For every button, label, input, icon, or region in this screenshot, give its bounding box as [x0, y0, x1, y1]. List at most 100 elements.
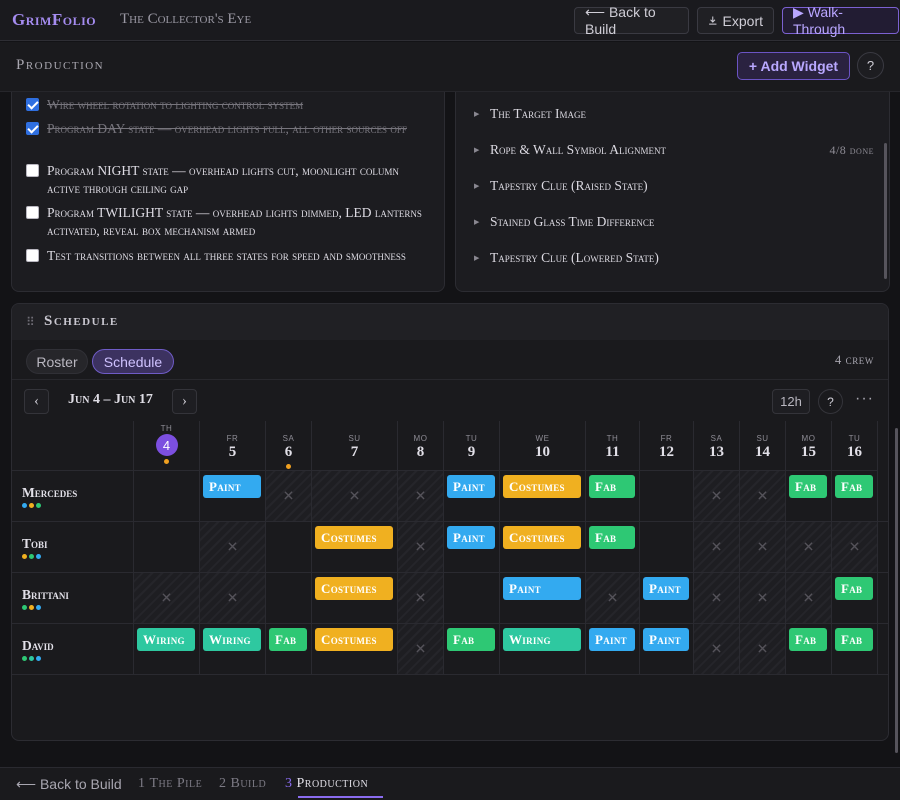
- assignment-chip[interactable]: Paint: [203, 475, 261, 498]
- schedule-cell[interactable]: [134, 471, 199, 521]
- assignment-chip[interactable]: Fab: [835, 577, 873, 600]
- task-checkbox[interactable]: [26, 291, 39, 292]
- export-button[interactable]: Export: [697, 7, 774, 34]
- schedule-cell[interactable]: Paint: [444, 471, 499, 521]
- schedule-cell[interactable]: Paint: [500, 573, 585, 623]
- schedule-cell[interactable]: ✕: [200, 522, 265, 572]
- day-header[interactable]: SU 14: [739, 421, 785, 471]
- assignment-chip[interactable]: Fab: [789, 475, 827, 498]
- next-week-button[interactable]: ›: [172, 389, 197, 414]
- task-checkbox[interactable]: [26, 122, 39, 135]
- schedule-cell[interactable]: ✕: [740, 573, 785, 623]
- assignment-chip[interactable]: Fab: [789, 628, 827, 651]
- crew-name[interactable]: Tobi: [22, 536, 48, 551]
- schedule-cell[interactable]: Paint: [200, 471, 265, 521]
- schedule-cell[interactable]: [134, 522, 199, 572]
- assignment-chip[interactable]: Costumes: [315, 577, 393, 600]
- schedule-cell[interactable]: Paint: [640, 624, 693, 674]
- task-checkbox[interactable]: [26, 206, 39, 219]
- schedule-cell[interactable]: Paint: [640, 573, 693, 623]
- schedule-cell[interactable]: ✕: [740, 471, 785, 521]
- schedule-cell[interactable]: ✕: [398, 624, 443, 674]
- assignment-chip[interactable]: Fab: [447, 628, 495, 651]
- footer-back-button[interactable]: ⟵ Back to Build: [16, 776, 122, 792]
- day-header[interactable]: FR 12: [639, 421, 693, 471]
- assignment-chip[interactable]: Wiring: [203, 628, 261, 651]
- schedule-cell[interactable]: ✕: [694, 573, 739, 623]
- step-build[interactable]: 2 Build: [219, 776, 266, 792]
- day-header[interactable]: TH 11: [585, 421, 639, 471]
- clue-item[interactable]: ▶ Tapestry Clue (Raised State): [474, 178, 874, 194]
- schedule-cell[interactable]: ✕: [694, 522, 739, 572]
- assignment-chip[interactable]: Fab: [835, 628, 873, 651]
- schedule-cell[interactable]: ✕: [586, 573, 639, 623]
- assignment-chip[interactable]: Fab: [589, 526, 635, 549]
- day-header[interactable]: FR 5: [199, 421, 265, 471]
- schedule-cell[interactable]: Paint: [586, 624, 639, 674]
- schedule-cell[interactable]: [444, 573, 499, 623]
- schedule-cell[interactable]: ✕: [786, 573, 831, 623]
- assignment-chip[interactable]: Paint: [643, 577, 689, 600]
- schedule-cell[interactable]: Fab: [266, 624, 311, 674]
- schedule-cell[interactable]: ✕: [398, 522, 443, 572]
- schedule-cell[interactable]: Wiring: [500, 624, 585, 674]
- schedule-cell[interactable]: ✕: [740, 624, 785, 674]
- schedule-cell[interactable]: Wiring: [200, 624, 265, 674]
- clue-item[interactable]: ▶ The Target Image: [474, 106, 874, 122]
- assignment-chip[interactable]: Paint: [589, 628, 635, 651]
- assignment-chip[interactable]: Paint: [447, 475, 495, 498]
- clue-item[interactable]: ▶ Stained Glass Time Difference: [474, 214, 874, 230]
- clue-item[interactable]: ▶ Rope & Wall Symbol Alignment 4/8 done: [474, 142, 874, 158]
- day-header[interactable]: TU 16: [831, 421, 877, 471]
- day-header[interactable]: TU 9: [443, 421, 499, 471]
- task-checkbox[interactable]: [26, 164, 39, 177]
- assignment-chip[interactable]: Paint: [643, 628, 689, 651]
- schedule-cell[interactable]: Costumes: [312, 624, 397, 674]
- schedule-cell[interactable]: Fab: [444, 624, 499, 674]
- schedule-cell[interactable]: Fab: [786, 471, 831, 521]
- prev-week-button[interactable]: ‹: [24, 389, 49, 414]
- day-header[interactable]: SU 7: [311, 421, 397, 471]
- schedule-cell[interactable]: Wiring: [134, 624, 199, 674]
- page-scrollbar[interactable]: [895, 428, 898, 753]
- crew-name[interactable]: Brittani: [22, 587, 69, 602]
- assignment-chip[interactable]: Wiring: [137, 628, 195, 651]
- assignment-chip[interactable]: Wiring: [503, 628, 581, 651]
- step-the-pile[interactable]: 1 The Pile: [138, 776, 202, 792]
- schedule-cell[interactable]: ✕: [740, 522, 785, 572]
- schedule-cell[interactable]: Fab: [832, 471, 877, 521]
- assignment-chip[interactable]: Costumes: [503, 526, 581, 549]
- assignment-chip[interactable]: Paint: [503, 577, 581, 600]
- schedule-cell[interactable]: ✕: [786, 522, 831, 572]
- assignment-chip[interactable]: Costumes: [503, 475, 581, 498]
- hours-toggle[interactable]: 12h: [772, 389, 810, 414]
- schedule-cell[interactable]: ✕: [832, 522, 877, 572]
- clue-item[interactable]: ▶ Tapestry Clue (Lowered State): [474, 250, 874, 266]
- clue-scrollbar[interactable]: [884, 143, 887, 279]
- task-checkbox[interactable]: [26, 98, 39, 111]
- schedule-cell[interactable]: [266, 573, 311, 623]
- drag-handle-icon[interactable]: ⠿: [26, 315, 35, 329]
- crew-name[interactable]: Mercedes: [22, 485, 78, 500]
- add-widget-button[interactable]: + Add Widget: [737, 52, 850, 80]
- schedule-cell[interactable]: Fab: [786, 624, 831, 674]
- schedule-cell[interactable]: ✕: [134, 573, 199, 623]
- walk-through-button[interactable]: ▶ Walk-Through: [782, 4, 899, 37]
- schedule-cell[interactable]: ✕: [398, 573, 443, 623]
- schedule-cell[interactable]: Costumes: [312, 573, 397, 623]
- more-options-icon[interactable]: ···: [855, 390, 874, 407]
- schedule-help-button[interactable]: ?: [818, 389, 843, 414]
- schedule-cell[interactable]: Fab: [586, 522, 639, 572]
- assignment-chip[interactable]: Paint: [447, 526, 495, 549]
- schedule-cell[interactable]: ✕: [694, 471, 739, 521]
- tab-roster[interactable]: Roster: [26, 349, 88, 374]
- day-header[interactable]: TH 4: [133, 421, 199, 471]
- assignment-chip[interactable]: Fab: [269, 628, 307, 651]
- schedule-cell[interactable]: Costumes: [312, 522, 397, 572]
- day-header[interactable]: MO 8: [397, 421, 443, 471]
- schedule-cell[interactable]: ✕: [266, 471, 311, 521]
- schedule-cell[interactable]: ✕: [312, 471, 397, 521]
- schedule-cell[interactable]: Fab: [586, 471, 639, 521]
- schedule-cell[interactable]: Costumes: [500, 522, 585, 572]
- assignment-chip[interactable]: Fab: [589, 475, 635, 498]
